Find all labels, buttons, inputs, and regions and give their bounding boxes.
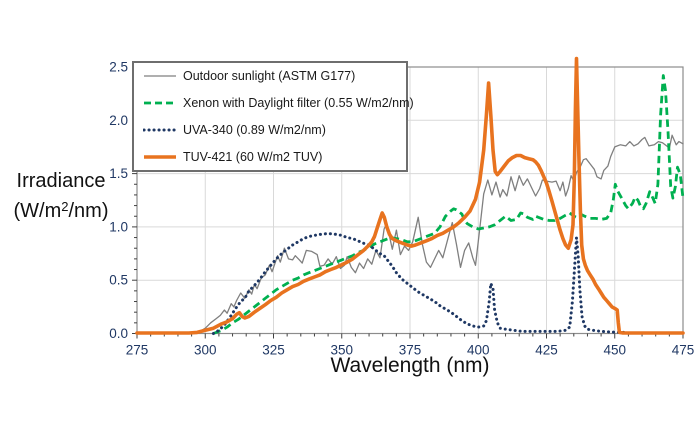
superscript-2: 2 xyxy=(61,199,69,214)
svg-text:1.5: 1.5 xyxy=(109,166,128,181)
svg-text:300: 300 xyxy=(194,343,217,358)
y-axis-title: Irradiance (W/m2/nm) xyxy=(0,166,122,226)
svg-text:0.0: 0.0 xyxy=(109,326,128,341)
svg-text:425: 425 xyxy=(535,343,558,358)
y-axis-title-line2: (W/m2/nm) xyxy=(13,199,109,222)
x-axis-title: Wavelength (nm) xyxy=(330,354,490,377)
svg-text:2.5: 2.5 xyxy=(109,60,128,75)
svg-text:325: 325 xyxy=(262,343,285,358)
svg-text:1.0: 1.0 xyxy=(109,219,128,234)
svg-text:450: 450 xyxy=(603,343,626,358)
legend-line-swatch xyxy=(143,128,177,132)
svg-text:350: 350 xyxy=(330,343,353,358)
svg-text:2.0: 2.0 xyxy=(109,113,128,128)
legend-line-swatch xyxy=(144,154,176,159)
legend-line-swatch xyxy=(144,75,176,78)
legend-item: Xenon with Daylight filter (0.55 W/m2/nm… xyxy=(134,90,414,117)
legend-label: Outdoor sunlight (ASTM G177) xyxy=(183,69,356,84)
svg-text:475: 475 xyxy=(672,343,695,358)
svg-text:275: 275 xyxy=(126,343,149,358)
y-axis-title-line1: Irradiance xyxy=(16,170,106,192)
legend-item: TUV-421 (60 W/m2 TUV) xyxy=(134,143,406,170)
chart-legend: Outdoor sunlight (ASTM G177) Xenon with D… xyxy=(132,61,414,172)
legend-line-swatch xyxy=(144,101,176,105)
svg-text:0.5: 0.5 xyxy=(109,273,128,288)
legend-label: UVA-340 (0.89 W/m2/nm) xyxy=(183,122,326,137)
legend-label: Xenon with Daylight filter (0.55 W/m2/nm… xyxy=(183,96,414,111)
legend-item: UVA-340 (0.89 W/m2/nm) xyxy=(134,117,406,144)
svg-text:400: 400 xyxy=(467,343,490,358)
legend-label: TUV-421 (60 W/m2 TUV) xyxy=(183,149,323,164)
legend-item: Outdoor sunlight (ASTM G177) xyxy=(134,63,406,90)
svg-text:375: 375 xyxy=(399,343,422,358)
